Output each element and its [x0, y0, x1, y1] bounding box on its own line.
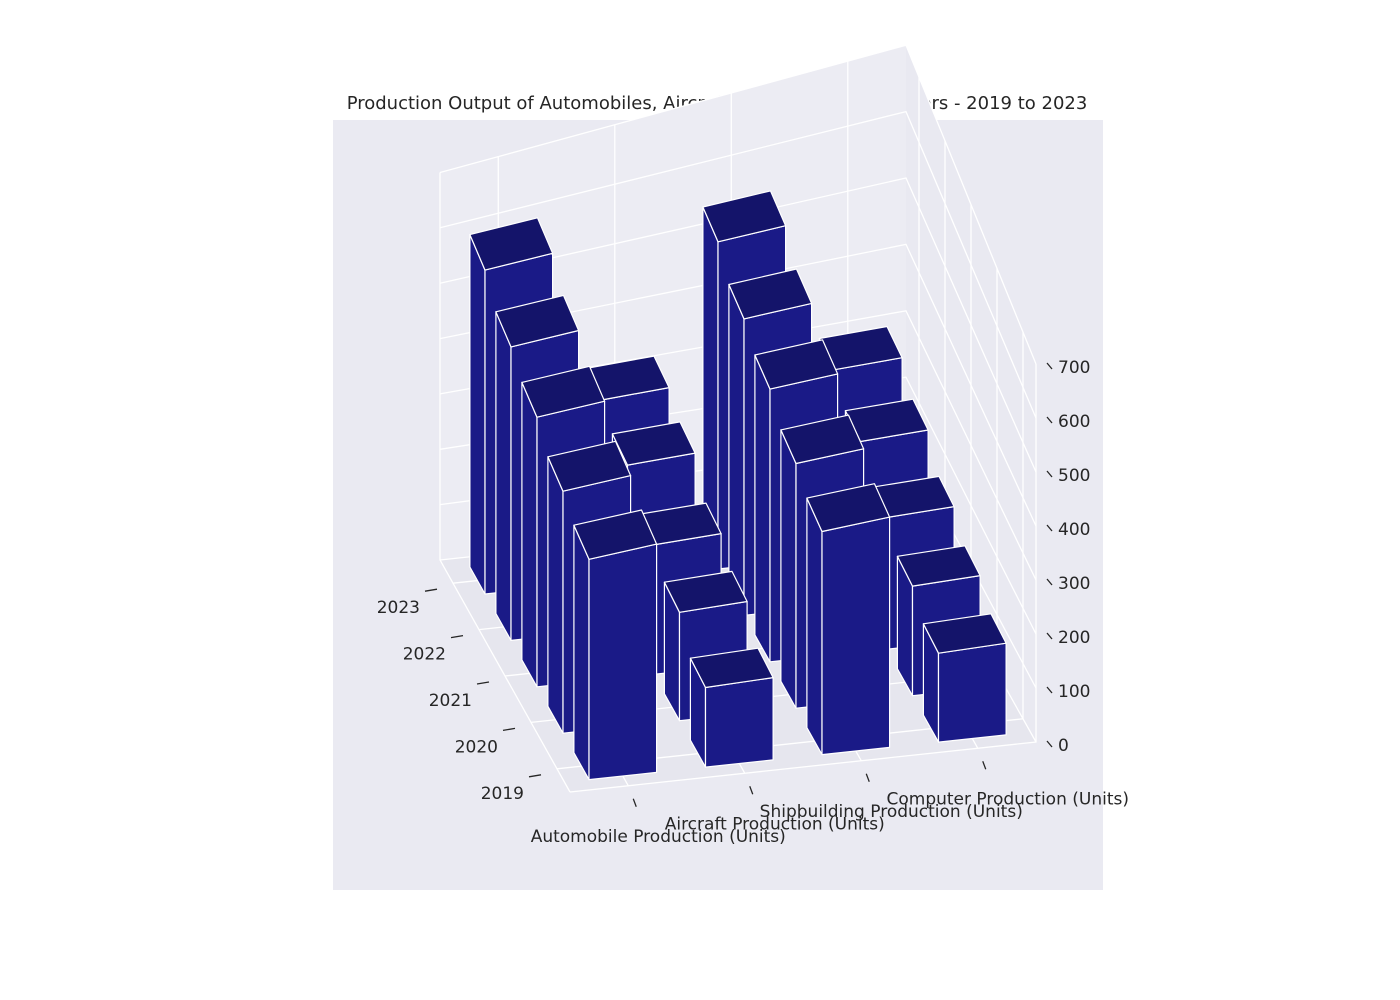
left-edge	[439, 172, 571, 793]
bar-top-face	[663, 570, 748, 613]
bar-side-face	[806, 497, 823, 756]
bar-top-face	[521, 365, 606, 418]
y-tick-label: 2023	[377, 598, 420, 618]
z-gridline	[439, 243, 1037, 527]
x-tick	[749, 786, 754, 795]
bar-side-face	[521, 381, 538, 688]
bar-side-face	[780, 429, 797, 709]
bar-top-face	[702, 190, 787, 243]
bar-front-face	[821, 516, 891, 756]
bar-front-face	[588, 543, 658, 781]
z-tick-label: 0	[1058, 736, 1069, 756]
bar-front-face	[704, 676, 774, 768]
bar-top-face	[754, 339, 839, 390]
z-tick	[1046, 470, 1053, 478]
bar	[689, 647, 774, 768]
bar-side-face	[495, 311, 512, 642]
y-tick	[476, 681, 490, 685]
y-tick	[424, 588, 438, 592]
bar-top-face	[780, 414, 865, 465]
y-tick	[450, 634, 464, 639]
z-tick-label: 300	[1058, 574, 1090, 594]
bar-top-face	[547, 440, 632, 492]
z-tick-label: 200	[1058, 628, 1090, 648]
bar-top-face	[495, 294, 580, 348]
x-tick	[632, 798, 637, 807]
z-tick	[1046, 578, 1053, 586]
z-tick	[1046, 740, 1053, 748]
y-tick	[528, 774, 542, 778]
y-tick-label: 2022	[403, 645, 446, 665]
front-edge	[569, 364, 1037, 793]
bar-top-face	[573, 509, 658, 560]
y-tick	[502, 727, 516, 732]
bar-side-face	[573, 524, 590, 781]
z-tick	[1046, 632, 1053, 640]
bar-side-face	[728, 283, 745, 617]
bar	[922, 613, 1007, 743]
bar-top-face	[896, 545, 981, 587]
bar-top-face	[922, 613, 1007, 654]
x-tick-label: Automobile Production (Units)	[531, 827, 786, 847]
bar-top-face	[806, 483, 891, 533]
bar-top-face	[689, 647, 774, 689]
z-gridline	[439, 44, 1037, 365]
z-tick-label: 600	[1058, 412, 1090, 432]
bar-top-face	[469, 217, 554, 271]
z-tick	[1046, 416, 1053, 424]
y-tick-label: 2020	[455, 737, 498, 757]
z-tick	[1046, 524, 1053, 532]
ticks-layer: 0 100 200 300 400 500 600 700 2019 2020 2021 2022 20…	[377, 358, 1129, 847]
x-tick	[865, 773, 870, 782]
bars-layer	[469, 190, 1007, 781]
z-gridline	[439, 177, 1037, 473]
bar-front-face	[937, 642, 1007, 743]
z-tick-label: 100	[1058, 682, 1090, 702]
x-tick	[982, 761, 987, 770]
bar	[573, 509, 658, 781]
bar-top-face	[728, 268, 813, 320]
x-tick-label: Aircraft Production (Units)	[665, 814, 885, 834]
y-tick-label: 2021	[429, 691, 472, 711]
x-tick-label: Shipbuilding Production (Units)	[760, 802, 1023, 822]
z-tick-label: 400	[1058, 520, 1090, 540]
bar-side-face	[754, 354, 771, 663]
bar-side-face	[547, 456, 564, 734]
z-tick	[1046, 686, 1053, 694]
bar	[806, 483, 891, 756]
bar-side-face	[469, 234, 486, 595]
z-tick	[1046, 362, 1053, 370]
z-tick-label: 700	[1058, 358, 1090, 378]
z-gridline	[439, 110, 1037, 419]
z-tick-label: 500	[1058, 466, 1090, 486]
y-tick-label: 2019	[481, 784, 524, 804]
x-tick-label: Computer Production (Units)	[887, 789, 1130, 809]
